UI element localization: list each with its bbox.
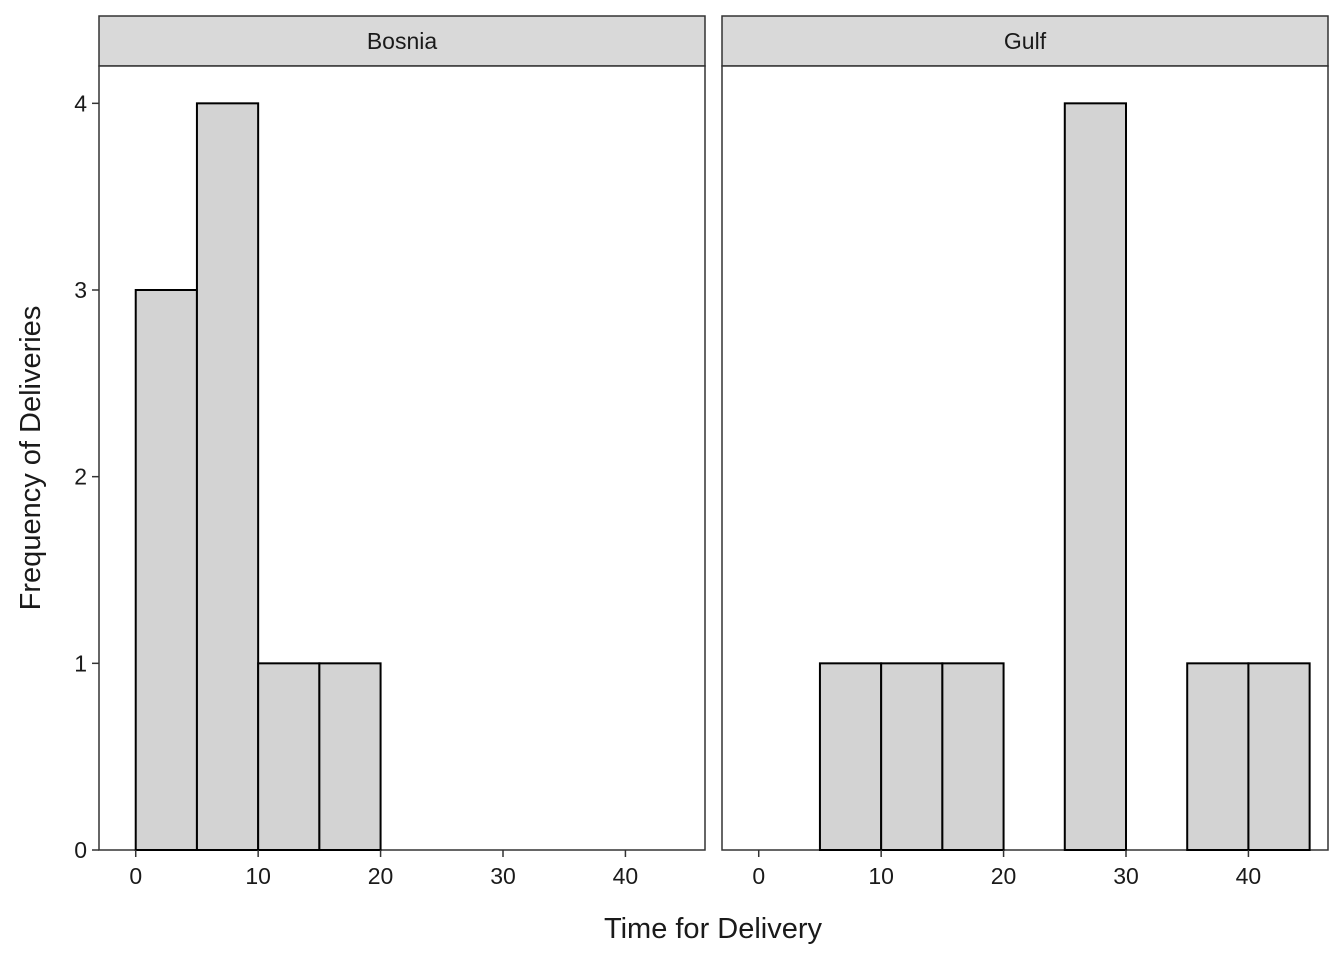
bar-gulf-40-45 xyxy=(1247,662,1311,851)
bar-bosnia-5-10 xyxy=(195,102,260,852)
y-axis-label: Frequency of Deliveries xyxy=(15,306,47,611)
x-tick-label: 40 xyxy=(613,863,639,889)
bar-gulf-25-30 xyxy=(1063,102,1127,852)
y-tick-label: 4 xyxy=(74,90,87,116)
y-tick-label: 1 xyxy=(74,650,87,676)
facet-panel-bosnia: Bosnia 0 10 20 30 40 0 1 2 3 4 xyxy=(74,15,706,889)
x-tick-label: 0 xyxy=(129,863,142,889)
facet-strip-label: Bosnia xyxy=(367,28,438,54)
bar-bosnia-0-5 xyxy=(134,289,198,851)
y-tick-label: 2 xyxy=(74,464,87,490)
bar-gulf-35-40 xyxy=(1186,662,1250,851)
facet-panel-gulf: Gulf 0 10 20 30 40 xyxy=(721,15,1329,889)
x-tick-label: 10 xyxy=(245,863,271,889)
bar-bosnia-15-20 xyxy=(318,662,382,851)
x-tick-label: 10 xyxy=(868,863,894,889)
y-tick-label: 0 xyxy=(74,837,87,863)
x-tick-label: 20 xyxy=(368,863,394,889)
x-axis-label: Time for Delivery xyxy=(604,913,823,945)
bar-gulf-10-15 xyxy=(880,662,944,851)
y-tick-label: 3 xyxy=(74,277,87,303)
bar-bosnia-10-15 xyxy=(257,662,321,851)
x-tick-label: 30 xyxy=(1113,863,1139,889)
x-tick-label: 0 xyxy=(752,863,765,889)
bar-gulf-5-10 xyxy=(818,662,883,851)
facet-strip-label: Gulf xyxy=(1004,28,1047,54)
x-tick-label: 40 xyxy=(1236,863,1262,889)
bar-gulf-15-20 xyxy=(941,662,1005,851)
x-tick-label: 30 xyxy=(490,863,516,889)
x-tick-label: 20 xyxy=(991,863,1017,889)
facet-panels: Bosnia 0 10 20 30 40 0 1 2 3 4 Gulf 0 10 20 30 40 xyxy=(74,15,1329,889)
facet-strip xyxy=(98,15,706,67)
